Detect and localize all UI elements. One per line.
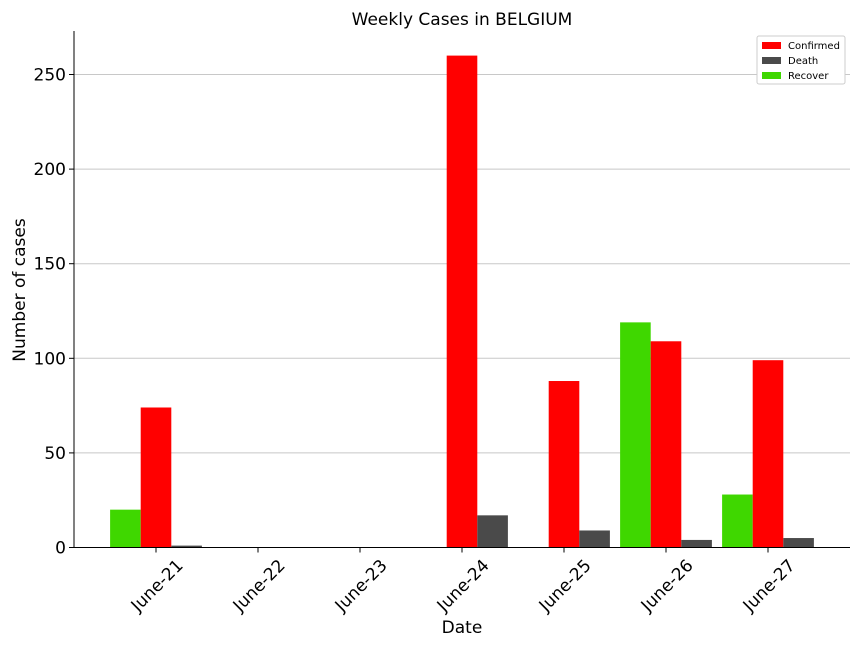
bar-death-june-25 — [579, 530, 610, 548]
y-tick-label: 50 — [44, 444, 66, 464]
bar-confirmed-june-21 — [140, 407, 172, 548]
x-tick-label: June-21 — [127, 556, 188, 617]
legend-swatch-recover — [762, 72, 781, 79]
x-ticks: June-21 June-22 June-23 June-24 June-25 June-… — [127, 547, 800, 617]
x-tick-label: June-23 — [331, 556, 392, 617]
legend-label-confirmed: Confirmed — [788, 41, 840, 52]
y-ticks: 0 50 100 150 200 250 — [34, 66, 74, 559]
bar-confirmed-june-25 — [548, 381, 580, 548]
legend-swatch-death — [762, 57, 781, 64]
legend-label-recover: Recover — [788, 71, 829, 82]
x-tick-label: June-25 — [535, 556, 596, 617]
bar-recover-june-21 — [110, 509, 141, 548]
y-tick-label: 0 — [55, 539, 66, 559]
legend-label-death: Death — [788, 56, 818, 67]
x-tick-label: June-26 — [637, 556, 698, 617]
bar-death-june-24 — [477, 515, 508, 548]
legend: Confirmed Death Recover — [756, 35, 846, 85]
x-tick-label: June-27 — [739, 556, 800, 617]
x-tick-label: June-24 — [433, 556, 494, 617]
y-tick-label: 100 — [34, 349, 66, 369]
chart-title: Weekly Cases in BELGIUM — [352, 10, 573, 30]
y-axis-label: Number of cases — [10, 218, 30, 362]
bar-recover-june-26 — [620, 322, 651, 548]
bar-death-june-27 — [783, 538, 814, 548]
bar-confirmed-june-26 — [650, 341, 682, 548]
bars — [110, 55, 814, 548]
bar-death-june-21 — [171, 545, 202, 548]
bar-confirmed-june-24 — [446, 55, 478, 548]
legend-swatch-confirmed — [762, 42, 781, 49]
bar-recover-june-27 — [722, 494, 753, 548]
bar-death-june-26 — [681, 539, 712, 548]
y-tick-label: 200 — [34, 160, 66, 180]
x-tick-label: June-22 — [229, 556, 290, 617]
y-tick-label: 250 — [34, 66, 66, 86]
y-tick-label: 150 — [34, 255, 66, 275]
bar-confirmed-june-27 — [752, 360, 784, 548]
x-axis-label: Date — [442, 618, 483, 638]
